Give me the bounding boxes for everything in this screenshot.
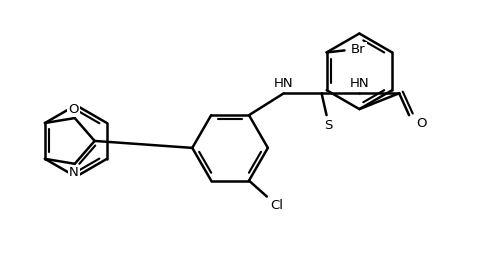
Text: N: N — [69, 166, 78, 179]
Text: HN: HN — [274, 77, 294, 90]
Text: O: O — [416, 117, 426, 130]
Text: Cl: Cl — [270, 199, 283, 212]
Text: O: O — [69, 103, 79, 116]
Text: S: S — [324, 119, 333, 132]
Text: HN: HN — [350, 77, 369, 90]
Text: Br: Br — [351, 43, 366, 56]
